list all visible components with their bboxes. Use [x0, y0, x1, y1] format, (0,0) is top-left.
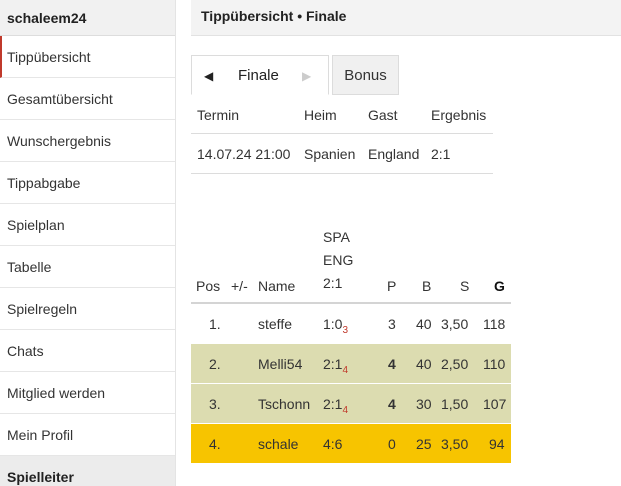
row-tip: 2:14 [323, 344, 348, 387]
sidebar-username: schaleem24 [0, 0, 175, 36]
sidebar-item-chats[interactable]: Chats [0, 330, 175, 372]
sidebar-item-spielplan[interactable]: Spielplan [0, 204, 175, 246]
header-match-result: 2:1 [323, 275, 343, 291]
row-tip-points: 4 [342, 405, 349, 416]
main-content: Tippübersicht • Finale ◀ Finale ▶ Bonus … [191, 0, 621, 486]
header-match-tip: SPA ENG 2:1 [323, 226, 353, 295]
row-name[interactable]: Tschonn [258, 396, 311, 412]
sidebar-item-spielregeln[interactable]: Spielregeln [0, 288, 175, 330]
row-name[interactable]: steffe [258, 316, 292, 332]
sidebar-item-tippabgabe[interactable]: Tippabgabe [0, 162, 175, 204]
ranking-row: 4. schale 4:6 0 25 3,50 94 [191, 424, 511, 464]
header-p: P [387, 278, 397, 294]
ranking-row: 1. steffe 1:03 3 40 3,50 118 [191, 304, 511, 344]
row-tip-score: 2:1 [323, 356, 343, 372]
row-pos: 1. [209, 316, 221, 332]
row-tip-points: 3 [342, 325, 349, 336]
tab-finale-label: Finale [238, 67, 279, 84]
row-pos: 4. [209, 436, 221, 452]
row-s: 3,50 [441, 436, 469, 452]
match-row: 14.07.24 21:00 Spanien England 2:1 [191, 134, 493, 174]
row-tip-score: 1:0 [323, 316, 343, 332]
ranking-row: 2. Melli54 2:14 4 40 2,50 110 [191, 344, 511, 384]
next-round-icon: ▶ [302, 69, 312, 83]
match-table-header: Termin Heim Gast Ergebnis [191, 97, 493, 134]
row-tip: 4:6 [323, 436, 343, 452]
row-p: 4 [388, 356, 396, 372]
header-ergebnis: Ergebnis [431, 107, 487, 123]
row-g: 94 [489, 436, 505, 452]
header-s: S [460, 278, 470, 294]
header-heim: Heim [304, 107, 337, 123]
row-p: 3 [388, 316, 396, 332]
match-result: 2:1 [431, 146, 451, 162]
row-tip-score: 2:1 [323, 396, 343, 412]
tab-bonus[interactable]: Bonus [332, 55, 399, 95]
row-tip-points: 4 [342, 365, 349, 376]
prev-round-icon[interactable]: ◀ [204, 69, 214, 83]
row-name[interactable]: schale [258, 436, 299, 452]
ranking-table: Pos +/- Name SPA ENG 2:1 P B S G 1. stef… [191, 222, 511, 464]
match-table: Termin Heim Gast Ergebnis 14.07.24 21:00… [191, 97, 493, 174]
header-gast: Gast [368, 107, 398, 123]
row-tip: 2:14 [323, 384, 348, 427]
header-diff: +/- [231, 278, 248, 294]
row-b: 40 [416, 316, 432, 332]
sidebar-item-wunschergebnis[interactable]: Wunschergebnis [0, 120, 175, 162]
row-g: 110 [483, 356, 506, 372]
row-b: 30 [416, 396, 432, 412]
tab-finale[interactable]: ◀ Finale ▶ [191, 55, 329, 95]
row-g: 118 [483, 316, 506, 332]
header-termin: Termin [197, 107, 240, 123]
header-pos: Pos [196, 278, 221, 294]
header-g: G [494, 278, 505, 294]
row-tip: 1:03 [323, 304, 348, 347]
sidebar-item-mitglied-werden[interactable]: Mitglied werden [0, 372, 175, 414]
row-pos: 2. [209, 356, 221, 372]
sidebar: schaleem24 Tippübersicht Gesamtübersicht… [0, 0, 176, 486]
sidebar-item-tabelle[interactable]: Tabelle [0, 246, 175, 288]
ranking-row: 3. Tschonn 2:14 4 30 1,50 107 [191, 384, 511, 424]
match-away-team: England [368, 146, 420, 162]
header-away-abbr: ENG [323, 252, 354, 268]
header-b: B [422, 278, 432, 294]
match-date: 14.07.24 21:00 [197, 146, 291, 162]
header-name: Name [258, 278, 296, 294]
ranking-table-header: Pos +/- Name SPA ENG 2:1 P B S G [191, 222, 511, 304]
row-pos: 3. [209, 396, 221, 412]
page-title: Tippübersicht • Finale [191, 0, 621, 36]
sidebar-item-gesamtuebersicht[interactable]: Gesamtübersicht [0, 78, 175, 120]
sidebar-item-mein-profil[interactable]: Mein Profil [0, 414, 175, 456]
row-g: 107 [483, 396, 507, 412]
row-p: 0 [388, 436, 396, 452]
row-b: 40 [416, 356, 432, 372]
match-home-team: Spanien [304, 146, 356, 162]
sidebar-section-spielleiter: Spielleiter [0, 456, 175, 486]
row-s: 2,50 [441, 356, 469, 372]
sidebar-item-tippuebersicht[interactable]: Tippübersicht [0, 36, 175, 78]
row-b: 25 [416, 436, 432, 452]
row-s: 1,50 [441, 396, 469, 412]
header-home-abbr: SPA [323, 229, 350, 245]
row-p: 4 [388, 396, 396, 412]
row-s: 3,50 [441, 316, 469, 332]
row-name[interactable]: Melli54 [258, 356, 303, 372]
